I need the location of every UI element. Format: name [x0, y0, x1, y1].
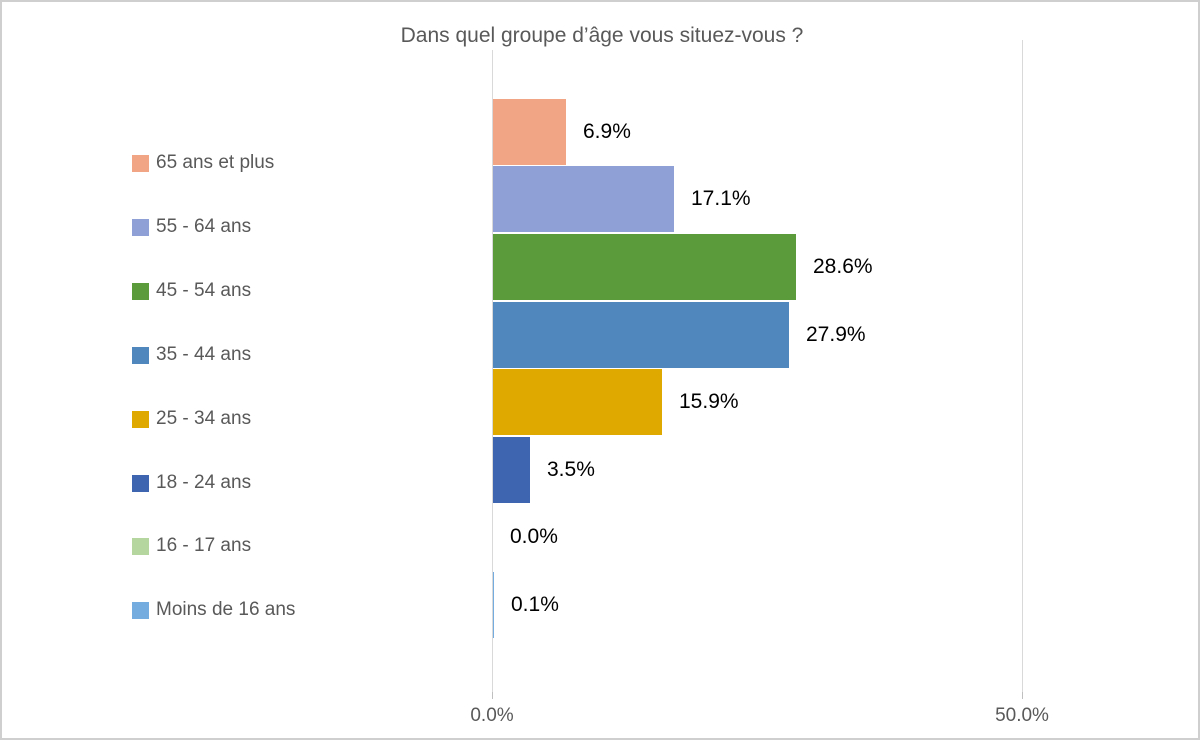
legend-swatch [132, 282, 149, 300]
bar-value-label: 0.1% [511, 593, 559, 616]
legend-item: 55 - 64 ans [132, 215, 251, 239]
bar-moins-de-16-ans [493, 572, 494, 638]
bar-35-44-ans [493, 302, 789, 368]
legend-label: 25 - 34 ans [156, 408, 252, 429]
legend-swatch [132, 537, 149, 555]
bar-25-34-ans [493, 369, 662, 435]
x-axis-label-0: 0.0% [470, 705, 514, 726]
legend-item: 18 - 24 ans [132, 471, 251, 495]
legend-swatch [132, 474, 149, 492]
legend-label: 16 - 17 ans [156, 535, 252, 556]
category-axis-line [492, 50, 493, 698]
legend-label: Moins de 16 ans [156, 599, 296, 620]
chart-title: Dans quel groupe d’âge vous situez-vous … [400, 24, 804, 47]
legend-label: 35 - 44 ans [156, 344, 252, 365]
legend-item: Moins de 16 ans [132, 598, 295, 622]
legend-item: 45 - 54 ans [132, 279, 251, 303]
legend-swatch [132, 410, 149, 428]
bar-value-label: 15.9% [679, 390, 739, 413]
legend-swatch [132, 346, 149, 364]
bar-value-label: 17.1% [691, 187, 751, 210]
bar-value-label: 27.9% [806, 323, 866, 346]
x-axis-label-50: 50.0% [995, 705, 1049, 726]
bar-65-ans-et-plus [493, 99, 566, 165]
bar-55-64-ans [493, 166, 674, 232]
legend-item: 16 - 17 ans [132, 534, 251, 558]
legend-label: 18 - 24 ans [156, 472, 252, 493]
legend-label: 55 - 64 ans [156, 216, 252, 237]
legend-item: 35 - 44 ans [132, 343, 251, 367]
bar-value-label: 3.5% [547, 458, 595, 481]
legend-label: 45 - 54 ans [156, 280, 252, 301]
legend-swatch [132, 218, 149, 236]
legend-item: 25 - 34 ans [132, 407, 251, 431]
bar-value-label: 0.0% [510, 525, 558, 548]
legend-item: 65 ans et plus [132, 151, 274, 175]
legend-swatch [132, 601, 149, 619]
gridline-50-percent [1022, 40, 1023, 692]
x-axis-tick-0 [492, 692, 493, 699]
x-axis-tick-50 [1022, 692, 1023, 699]
bar-45-54-ans [493, 234, 796, 300]
bar-value-label: 28.6% [813, 255, 873, 278]
bar-value-label: 6.9% [583, 120, 631, 143]
legend-swatch [132, 154, 149, 172]
bar-18-24-ans [493, 437, 530, 503]
legend-label: 65 ans et plus [156, 152, 275, 173]
